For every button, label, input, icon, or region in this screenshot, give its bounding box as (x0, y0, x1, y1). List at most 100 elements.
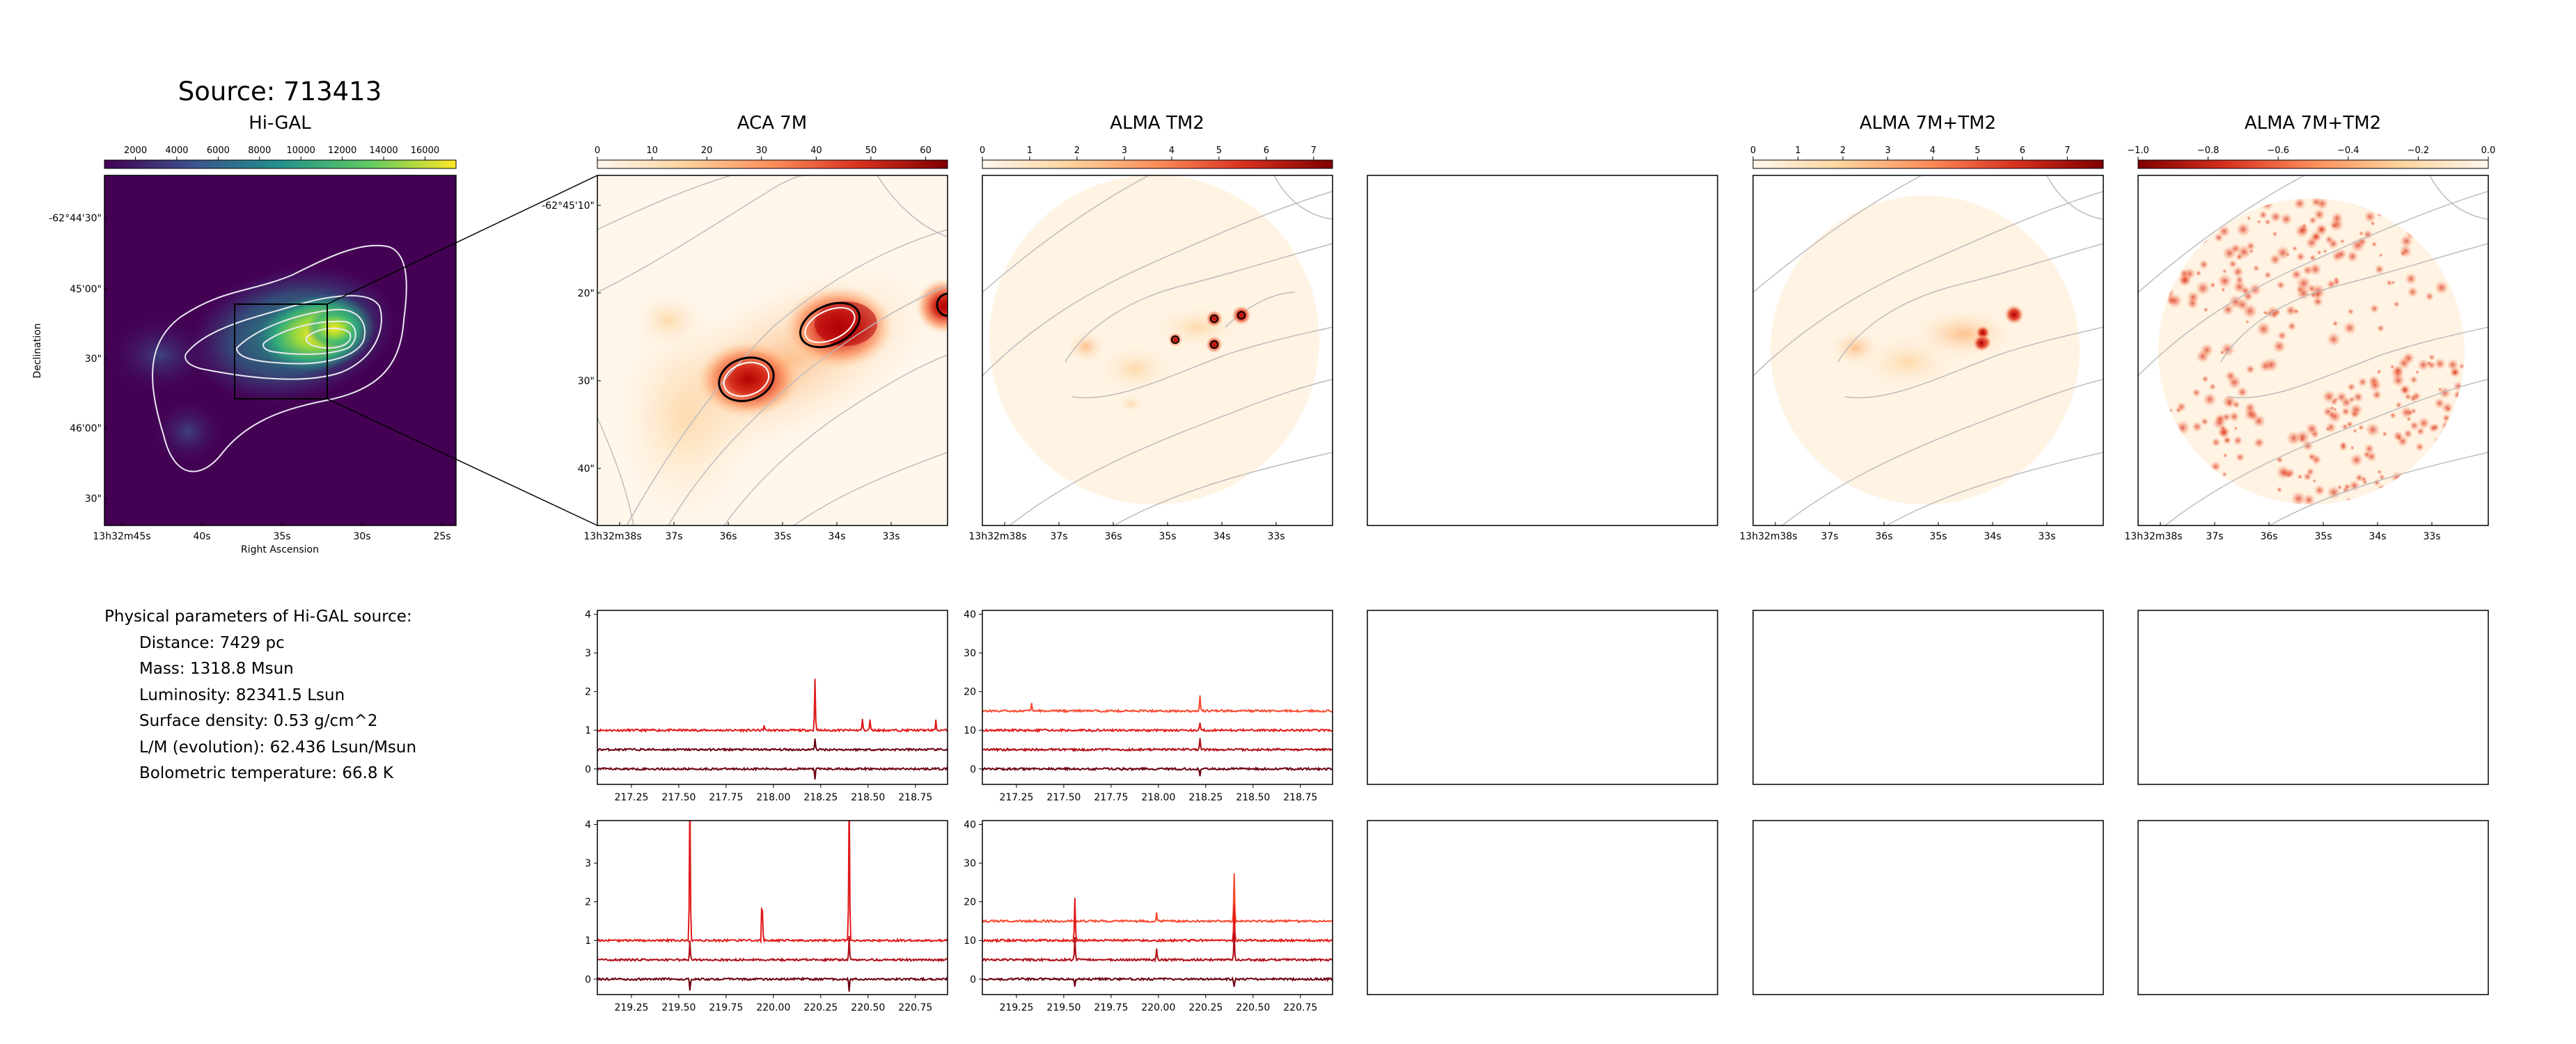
residual-speckle (2347, 382, 2356, 392)
spectrum-y-tick-label: 40 (964, 820, 976, 831)
tm2-image (982, 175, 1333, 525)
residual-speckle (2339, 239, 2345, 244)
colorbar-tick-label: 40 (810, 145, 822, 156)
residual-speckle (2209, 282, 2216, 289)
residual-speckle (2248, 283, 2262, 296)
aca-y-ticks: -62°45'10" 20" 30" 40" (542, 200, 601, 475)
residual-speckle (2236, 222, 2251, 237)
residual-speckle (2293, 308, 2300, 315)
x-tick-label: 35s (2314, 531, 2332, 542)
residual-speckle (2411, 391, 2421, 401)
param-surface-density: Surface density: 0.53 g/cm^2 (139, 712, 378, 730)
residual-speckle (2178, 274, 2191, 287)
residual-speckle (2370, 221, 2375, 226)
spectrum-x-tick-label: 220.50 (1236, 1002, 1270, 1013)
residual-speckle (2252, 264, 2260, 272)
spectrum-x-tick-label: 220.00 (756, 1002, 790, 1013)
residual-speckle (2348, 480, 2360, 491)
y-tick-label: 46'00" (70, 423, 102, 434)
x-tick-label: 34s (1984, 531, 2001, 542)
residual-speckle (2224, 370, 2236, 382)
residual-speckle (2376, 324, 2385, 333)
resid-frame (2137, 175, 2489, 526)
colorbar-tick-label: 0 (595, 145, 600, 156)
param-distance: Distance: 7429 pc (139, 633, 285, 652)
residual-speckle (2386, 279, 2393, 287)
residual-speckle (2201, 375, 2209, 383)
residual-speckle (2233, 426, 2238, 431)
x-tick-label: 35s (273, 531, 290, 542)
residual-speckle (2299, 436, 2305, 443)
residual-speckle (2192, 388, 2201, 397)
residual-speckle (2203, 393, 2217, 406)
x-tick-label: 35s (1929, 531, 1947, 542)
residual-speckle (2495, 379, 2505, 389)
spectrum-x-tick-label: 219.75 (709, 1002, 743, 1013)
colorbar-tick-label: 2 (1840, 145, 1846, 156)
x-tick-label: 36s (2260, 531, 2277, 542)
residual-speckle (2264, 219, 2271, 226)
higal-zoom-box (234, 303, 328, 400)
colorbar-tick-label: 0.0 (2481, 145, 2496, 156)
residual-speckle (2407, 286, 2419, 298)
residual-speckle (2417, 358, 2430, 372)
x-tick-label: 33s (1267, 531, 1285, 542)
x-tick-label: 25s (433, 531, 450, 542)
spectrum-series-line (982, 722, 1333, 734)
residual-speckle (2409, 420, 2419, 431)
residual-speckle (2391, 280, 2396, 285)
resid-title: ALMA 7M+TM2 (2245, 113, 2381, 134)
aca-colorbar (597, 159, 948, 169)
higal-y-ticks: -62°44'30" 45'00" 30" 46'00" 30" (49, 213, 108, 505)
tm2-cores (1168, 306, 1251, 353)
residual-speckle (2242, 303, 2258, 319)
spectrum-y-tick-label: 1 (585, 935, 591, 947)
residual-speckle (2235, 275, 2244, 285)
y-tick-label: 45'00" (70, 284, 102, 295)
aca-image (597, 175, 948, 525)
spectrum-frame (982, 610, 1333, 785)
panel-combo: ALMA 7M+TM2 0 1 2 3 4 5 6 7 13h32m38s 37s 36s 35s 3… (1739, 113, 2104, 542)
residual-speckle (2245, 319, 2249, 324)
residual-speckle (2230, 243, 2241, 254)
zoom-line-bottom (327, 398, 598, 526)
aca-contours (597, 175, 948, 525)
higal-colorbar-ticks: 2000 4000 6000 8000 10000 12000 14000 16000 (124, 145, 439, 160)
residual-speckle (2295, 252, 2306, 262)
spectrum-series-line (597, 935, 948, 963)
spectrum-y-tick-label: 0 (970, 974, 976, 986)
colorbar-tick-label: 6000 (207, 145, 230, 156)
residual-speckle (2309, 230, 2322, 243)
residual-speckle (2402, 351, 2415, 365)
higal-colorbar (104, 159, 457, 169)
colorbar-tick-label: 5 (1216, 145, 1222, 156)
residual-speckle (2306, 467, 2315, 476)
residual-speckle (2232, 266, 2244, 278)
colorbar-tick-label: 6 (1264, 145, 1269, 156)
spectrum-series-line (597, 679, 948, 733)
residual-speckle (2327, 238, 2339, 250)
residual-speckle (2350, 445, 2355, 450)
residual-speckle (2346, 250, 2359, 263)
spectrum-x-tick-label: 217.75 (709, 792, 743, 803)
colorbar-tick-label: −0.8 (2197, 145, 2220, 156)
residual-speckle (2434, 397, 2445, 409)
residual-speckle (2417, 417, 2430, 429)
tm2-frame (982, 175, 1333, 526)
aca-colorbar-ticks: 0 10 20 30 40 50 60 (595, 145, 932, 160)
spectrum-y-tick-label: 0 (585, 764, 591, 775)
residual-speckle (2226, 401, 2233, 406)
residual-speckle (2323, 248, 2327, 254)
residual-speckle (2246, 216, 2252, 221)
colorbar-tick-label: 3 (1885, 145, 1890, 156)
residual-speckle (2176, 402, 2187, 412)
residual-speckle (2350, 238, 2365, 253)
spectrum-x-tick-label: 219.50 (1046, 1002, 1081, 1013)
residual-speckle (2399, 383, 2411, 396)
residual-speckle (2291, 491, 2307, 505)
residual-speckle (2353, 428, 2357, 434)
residual-speckle (2287, 322, 2297, 331)
residual-speckle (2393, 301, 2400, 308)
spectrum-x-tick-label: 218.25 (803, 792, 838, 803)
tm2-colorbar-ticks: 0 1 2 3 4 5 6 7 (980, 145, 1317, 160)
